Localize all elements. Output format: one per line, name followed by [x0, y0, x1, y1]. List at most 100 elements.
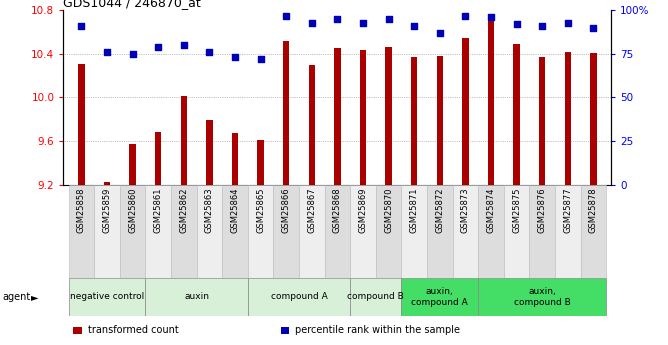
- Text: GSM25877: GSM25877: [563, 187, 572, 233]
- Bar: [555, 185, 580, 278]
- Text: GSM25870: GSM25870: [384, 187, 393, 233]
- Point: [460, 13, 471, 18]
- Bar: [334, 48, 341, 185]
- Point: [357, 20, 368, 25]
- Text: GSM25867: GSM25867: [307, 187, 316, 233]
- Bar: [180, 96, 187, 185]
- Point: [434, 30, 445, 36]
- Bar: [590, 53, 597, 185]
- Text: auxin: auxin: [184, 292, 209, 301]
- Point: [562, 20, 573, 25]
- Bar: [452, 185, 478, 278]
- Bar: [529, 185, 555, 278]
- Text: negative control: negative control: [70, 292, 144, 301]
- Bar: [411, 57, 418, 185]
- Bar: [196, 185, 222, 278]
- Bar: [155, 132, 162, 185]
- Bar: [120, 185, 146, 278]
- Text: ►: ►: [31, 292, 38, 302]
- Bar: [222, 185, 248, 278]
- Text: GSM25860: GSM25860: [128, 187, 137, 233]
- Point: [204, 49, 214, 55]
- Text: GSM25869: GSM25869: [359, 187, 367, 233]
- Bar: [385, 47, 391, 185]
- Bar: [488, 19, 494, 185]
- Bar: [146, 185, 171, 278]
- Point: [102, 49, 112, 55]
- Text: compound B: compound B: [347, 292, 404, 301]
- Bar: [580, 185, 606, 278]
- Bar: [350, 278, 401, 316]
- Text: GSM25864: GSM25864: [230, 187, 239, 233]
- Point: [178, 42, 189, 48]
- Text: GSM25876: GSM25876: [538, 187, 546, 233]
- Bar: [350, 185, 375, 278]
- Bar: [539, 57, 545, 185]
- Point: [281, 13, 291, 18]
- Bar: [104, 183, 110, 185]
- Bar: [478, 185, 504, 278]
- Bar: [248, 278, 350, 316]
- Bar: [94, 185, 120, 278]
- Bar: [299, 185, 325, 278]
- Bar: [427, 185, 452, 278]
- Text: GSM25874: GSM25874: [486, 187, 496, 233]
- Text: GSM25859: GSM25859: [102, 187, 112, 233]
- Bar: [146, 278, 248, 316]
- Bar: [504, 185, 529, 278]
- Point: [332, 16, 343, 22]
- Text: GSM25872: GSM25872: [436, 187, 444, 233]
- Bar: [478, 278, 606, 316]
- Text: GSM25878: GSM25878: [589, 187, 598, 233]
- Text: percentile rank within the sample: percentile rank within the sample: [295, 325, 460, 335]
- Point: [255, 56, 266, 62]
- Text: GSM25875: GSM25875: [512, 187, 521, 233]
- Bar: [401, 185, 427, 278]
- Point: [409, 23, 420, 29]
- Text: GSM25871: GSM25871: [409, 187, 419, 233]
- Point: [153, 44, 164, 50]
- Bar: [462, 38, 468, 185]
- Bar: [436, 56, 443, 185]
- Bar: [513, 44, 520, 185]
- Bar: [232, 134, 238, 185]
- Point: [307, 20, 317, 25]
- Point: [127, 51, 138, 57]
- Point: [76, 23, 87, 29]
- Bar: [273, 185, 299, 278]
- Point: [383, 16, 394, 22]
- Bar: [564, 52, 571, 185]
- Point: [511, 21, 522, 27]
- Bar: [375, 185, 401, 278]
- Bar: [130, 144, 136, 185]
- Point: [588, 25, 599, 31]
- Bar: [69, 278, 146, 316]
- Text: compound A: compound A: [271, 292, 327, 301]
- Text: auxin,
compound B: auxin, compound B: [514, 287, 570, 307]
- Bar: [401, 278, 478, 316]
- Bar: [69, 185, 94, 278]
- Text: transformed count: transformed count: [88, 325, 178, 335]
- Text: GSM25858: GSM25858: [77, 187, 86, 233]
- Bar: [283, 41, 289, 185]
- Bar: [325, 185, 350, 278]
- Text: GDS1044 / 246870_at: GDS1044 / 246870_at: [63, 0, 201, 9]
- Text: auxin,
compound A: auxin, compound A: [411, 287, 468, 307]
- Text: GSM25866: GSM25866: [282, 187, 291, 233]
- Text: GSM25865: GSM25865: [256, 187, 265, 233]
- Text: GSM25868: GSM25868: [333, 187, 342, 233]
- Bar: [309, 65, 315, 185]
- Text: GSM25862: GSM25862: [179, 187, 188, 233]
- Point: [486, 14, 496, 20]
- Bar: [206, 120, 212, 185]
- Text: GSM25863: GSM25863: [205, 187, 214, 233]
- Bar: [171, 185, 196, 278]
- Point: [537, 23, 548, 29]
- Point: [230, 55, 240, 60]
- Text: GSM25861: GSM25861: [154, 187, 163, 233]
- Bar: [257, 140, 264, 185]
- Text: agent: agent: [2, 292, 30, 302]
- Bar: [78, 64, 85, 185]
- Bar: [248, 185, 273, 278]
- Bar: [360, 50, 366, 185]
